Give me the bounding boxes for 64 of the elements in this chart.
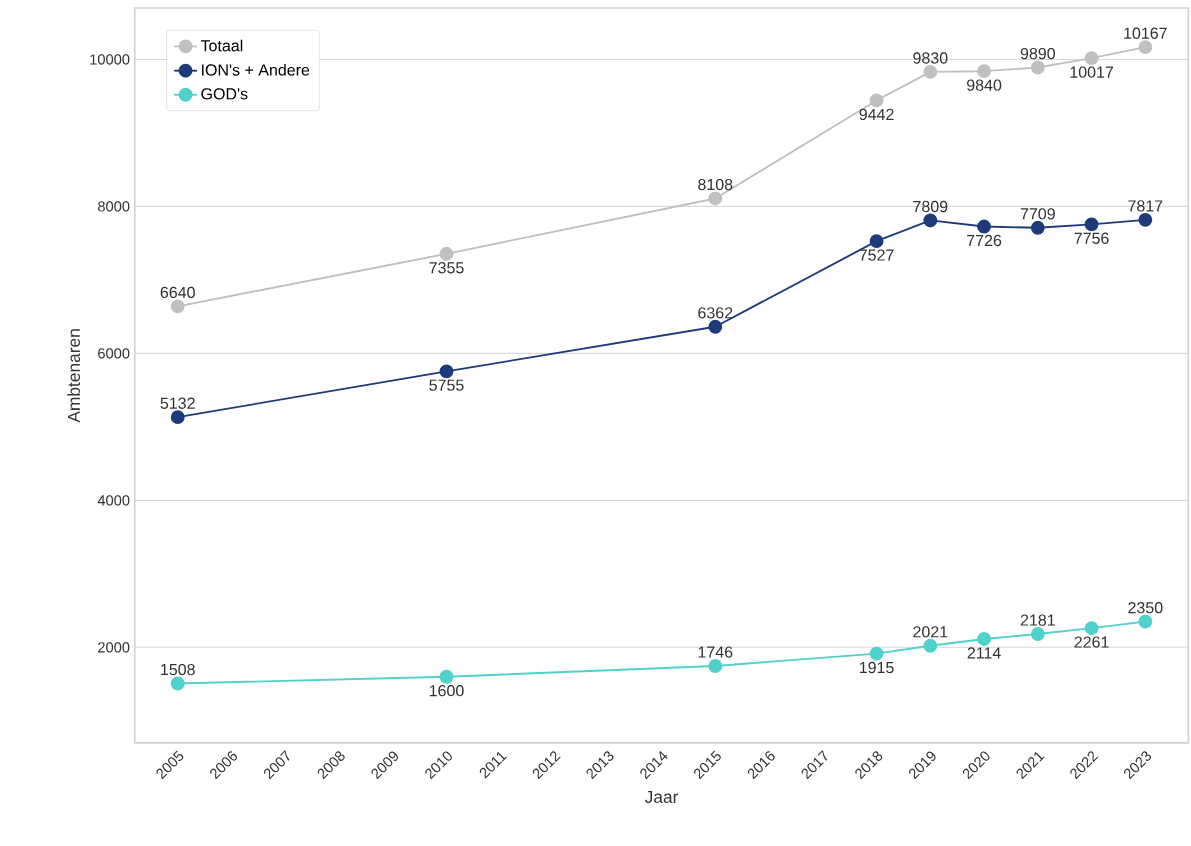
y-axis-title: Ambtenaren xyxy=(67,329,81,423)
point xyxy=(923,213,938,228)
point xyxy=(439,670,454,684)
data-label: 2021 xyxy=(913,626,948,638)
point xyxy=(977,64,992,79)
point xyxy=(439,364,454,379)
data-label: 9890 xyxy=(1020,48,1055,60)
data-label: 5755 xyxy=(429,379,464,392)
data-label: 1915 xyxy=(859,662,894,674)
legend-label: ION's + Andere xyxy=(202,64,310,76)
data-label: 2350 xyxy=(1128,602,1163,614)
point xyxy=(869,234,884,249)
data-label: 7756 xyxy=(1074,232,1109,245)
data-label: 2181 xyxy=(1020,614,1055,626)
point xyxy=(170,410,185,425)
y-tick-label: 6000 xyxy=(98,348,130,359)
data-label: 2114 xyxy=(967,647,1001,659)
legend-label: Totaal xyxy=(200,39,243,52)
data-label: 6640 xyxy=(160,286,195,299)
point xyxy=(1138,614,1153,629)
data-label: 9442 xyxy=(859,108,894,121)
data-label: 6362 xyxy=(698,307,733,319)
data-label: 7709 xyxy=(1020,208,1055,220)
data-label: 10017 xyxy=(1070,66,1114,78)
data-label: 1600 xyxy=(429,685,464,697)
point xyxy=(1084,217,1099,232)
data-label: 7817 xyxy=(1128,200,1163,212)
data-label: 7726 xyxy=(967,235,1002,247)
point xyxy=(1138,40,1153,55)
point xyxy=(708,191,723,206)
data-label: 7355 xyxy=(429,262,464,274)
point xyxy=(1030,221,1045,235)
point xyxy=(708,659,723,674)
data-label: 9830 xyxy=(913,52,948,64)
point xyxy=(869,93,884,108)
legend-label: GOD's xyxy=(201,88,248,100)
data-label: 10167 xyxy=(1124,27,1167,40)
point xyxy=(170,676,185,691)
x-axis-title: Jaar xyxy=(644,791,679,804)
point xyxy=(977,219,992,234)
data-label: 8108 xyxy=(698,179,733,191)
point xyxy=(923,639,938,653)
y-tick-label: 10000 xyxy=(90,54,130,65)
data-label: 7809 xyxy=(913,201,948,213)
data-label: 2261 xyxy=(1074,636,1109,648)
data-label: 7527 xyxy=(859,249,894,261)
y-tick-label: 8000 xyxy=(97,201,130,212)
point xyxy=(977,632,992,647)
point xyxy=(1030,627,1045,642)
point xyxy=(170,299,185,314)
data-label: 5132 xyxy=(160,397,195,410)
point xyxy=(1084,621,1099,636)
point xyxy=(439,247,454,261)
data-label: 1746 xyxy=(698,646,733,658)
point xyxy=(1030,60,1045,75)
point xyxy=(869,646,884,661)
y-tick-label: 2000 xyxy=(98,642,130,653)
y-tick-label: 4000 xyxy=(97,495,130,506)
point xyxy=(1138,213,1153,228)
data-label: 1508 xyxy=(161,664,195,676)
point xyxy=(708,320,723,334)
point xyxy=(1084,51,1099,66)
data-label: 9840 xyxy=(967,79,1002,91)
point xyxy=(923,65,938,80)
